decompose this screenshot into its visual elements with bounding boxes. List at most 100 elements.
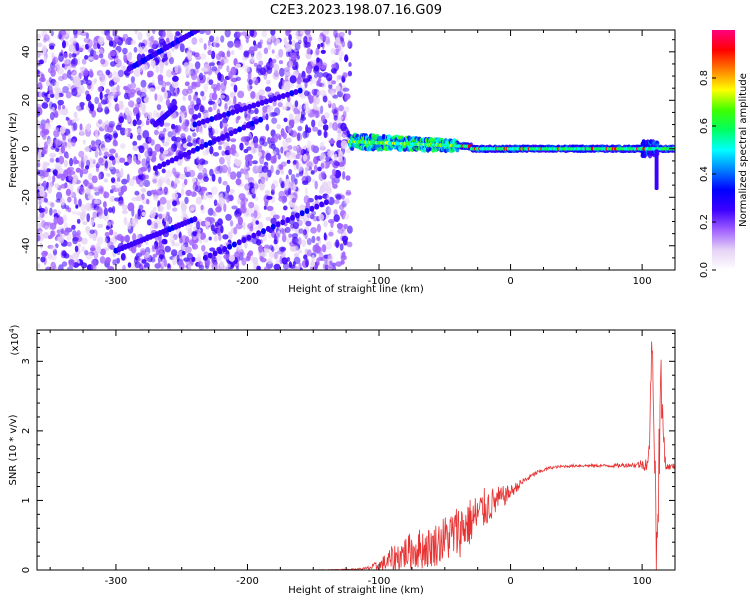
noise-speck (81, 237, 88, 245)
noise-speck (43, 56, 47, 64)
noise-speck (152, 253, 158, 258)
noise-speck (156, 188, 164, 196)
noise-speck (122, 264, 126, 270)
streak-point (236, 239, 242, 246)
noise-speck (323, 130, 328, 139)
noise-speck (132, 233, 137, 242)
noise-speck (339, 210, 347, 218)
noise-speck (258, 244, 264, 253)
noise-speck (181, 207, 186, 217)
noise-speck (162, 30, 166, 38)
noise-speck (272, 151, 277, 155)
noise-speck (191, 37, 198, 45)
noise-speck (236, 265, 239, 270)
streak-point (165, 159, 171, 166)
noise-speck (227, 40, 234, 48)
noise-speck (273, 70, 279, 78)
noise-speck (79, 123, 83, 131)
noise-speck (120, 127, 126, 136)
noise-speck (72, 237, 79, 242)
noise-speck (130, 76, 135, 84)
noise-speck (283, 181, 290, 190)
noise-speck (199, 105, 205, 113)
noise-speck (250, 212, 254, 218)
noise-speck (48, 77, 53, 83)
streak-point (192, 216, 198, 223)
noise-speck (122, 204, 128, 211)
noise-speck (81, 58, 87, 65)
noise-speck (63, 58, 70, 65)
noise-speck (37, 263, 41, 269)
noise-speck (107, 100, 112, 108)
noise-speck (214, 166, 221, 175)
noise-speck (66, 241, 72, 247)
noise-speck (157, 74, 164, 82)
noise-speck (332, 94, 339, 99)
noise-speck (162, 150, 169, 155)
streak-point (241, 237, 247, 243)
noise-speck (234, 152, 240, 158)
noise-speck (42, 37, 47, 43)
noise-speck (320, 42, 324, 48)
noise-speck (85, 93, 92, 102)
noise-speck (75, 204, 79, 209)
noise-speck (259, 137, 265, 146)
noise-speck (105, 235, 111, 244)
noise-speck (110, 165, 114, 170)
noise-speck (274, 251, 278, 260)
noise-speck (267, 105, 274, 112)
noise-speck (220, 225, 224, 234)
streak-point (256, 230, 262, 237)
noise-speck (192, 138, 197, 147)
noise-speck (108, 120, 116, 128)
noise-speck (154, 222, 158, 229)
noise-speck (37, 222, 42, 229)
noise-speck (320, 171, 326, 179)
noise-speck (104, 151, 109, 156)
noise-speck (141, 265, 145, 270)
noise-speck (192, 132, 197, 138)
noise-speck (141, 87, 147, 94)
x-tick-label: 100 (633, 276, 652, 287)
streak-point (195, 30, 200, 33)
noise-speck (167, 50, 172, 59)
noise-speck (164, 239, 168, 245)
noise-speck (239, 142, 244, 151)
noise-speck (227, 231, 233, 240)
noise-speck (331, 102, 337, 111)
noise-speck (233, 103, 241, 110)
noise-speck (116, 90, 121, 96)
streak-point (309, 205, 315, 212)
noise-speck (137, 208, 142, 217)
noise-speck (341, 194, 345, 200)
noise-speck (47, 67, 54, 74)
noise-speck (316, 236, 321, 242)
noise-speck (116, 84, 120, 92)
noise-speck (57, 104, 62, 111)
noise-speck (193, 95, 198, 100)
streak-point (246, 234, 252, 241)
noise-speck (229, 188, 235, 194)
noise-speck (86, 123, 91, 132)
noise-speck (166, 136, 171, 145)
noise-speck (208, 106, 213, 113)
noise-speck (191, 177, 197, 183)
noise-speck (119, 157, 126, 163)
noise-speck (146, 147, 152, 152)
noise-speck (267, 231, 272, 239)
noise-speck (290, 130, 298, 138)
noise-speck (317, 129, 322, 136)
noise-speck (292, 183, 297, 191)
noise-speck (118, 186, 124, 196)
noise-speck (335, 85, 341, 92)
noise-speck (82, 139, 86, 145)
noise-speck (49, 112, 55, 121)
noise-speck (207, 49, 213, 56)
noise-speck (288, 187, 292, 196)
noise-speck (165, 81, 171, 86)
noise-speck (136, 97, 142, 105)
signal-point (641, 139, 646, 145)
noise-speck (292, 266, 300, 270)
noise-speck (184, 236, 190, 244)
streak-point (304, 208, 310, 214)
